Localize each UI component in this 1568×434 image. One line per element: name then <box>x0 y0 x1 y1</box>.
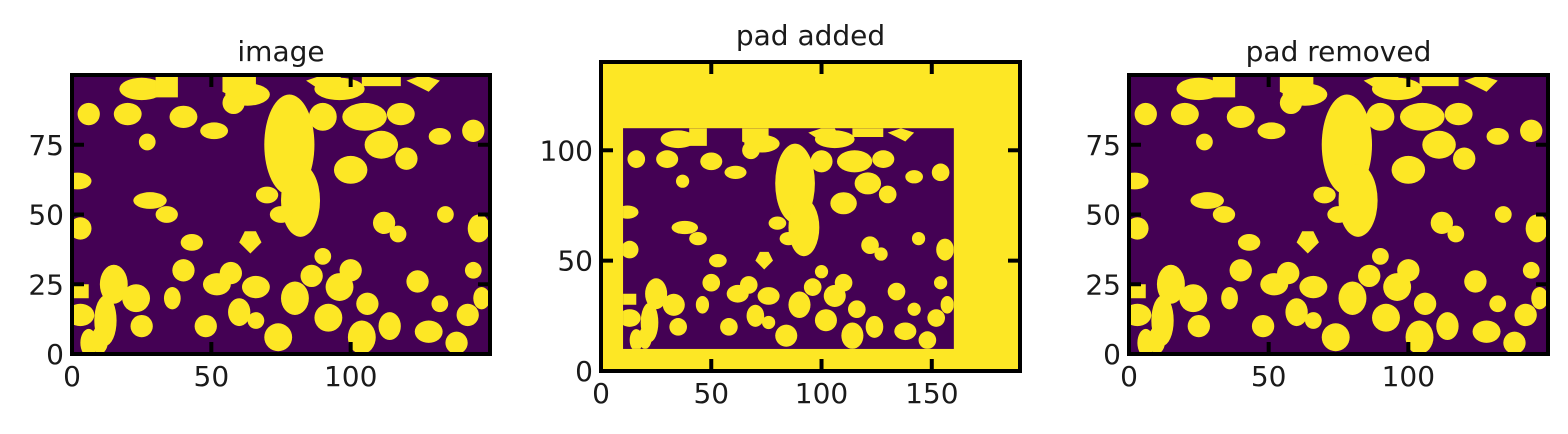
axes-frame <box>599 60 1022 373</box>
x-tick-label: 0 <box>592 377 610 410</box>
heatmap-image <box>623 128 954 349</box>
x-tick-label: 50 <box>1251 360 1287 393</box>
x-tick-label: 100 <box>324 360 377 393</box>
y-tick-label: 75 <box>28 129 64 162</box>
y-tick-label: 100 <box>540 134 593 167</box>
x-tick-label: 100 <box>1382 360 1435 393</box>
subplot-title: image <box>237 35 324 68</box>
x-tick-label: 50 <box>693 377 729 410</box>
y-tick-label: 25 <box>28 268 64 301</box>
y-tick-label: 0 <box>575 355 593 388</box>
subplot-title: pad added <box>736 19 885 52</box>
y-tick-label: 50 <box>557 245 593 278</box>
subplot-1: 0 50 100 0 25 50 75 image <box>28 35 492 393</box>
heatmap-image <box>72 75 490 354</box>
y-tick-label: 0 <box>46 338 64 371</box>
heatmap-image <box>1129 75 1548 354</box>
x-tick-label: 50 <box>194 360 230 393</box>
y-tick-label: 0 <box>1103 338 1121 371</box>
subplots: 0 50 100 0 25 50 75 image 0 50 100 150 0 50 100 pad add… <box>28 19 1550 410</box>
x-tick-label: 0 <box>63 360 81 393</box>
y-tick-label: 50 <box>28 199 64 232</box>
x-tick-label: 150 <box>905 377 958 410</box>
subplot-2: 0 50 100 150 0 50 100 pad added <box>540 19 1022 410</box>
subplot-3: 0 50 100 0 25 50 75 pad removed <box>1085 35 1550 393</box>
x-tick-label: 100 <box>795 377 848 410</box>
y-tick-label: 75 <box>1085 129 1121 162</box>
subplot-title: pad removed <box>1246 35 1432 68</box>
y-tick-label: 50 <box>1085 199 1121 232</box>
y-tick-label: 25 <box>1085 268 1121 301</box>
x-tick-label: 0 <box>1120 360 1138 393</box>
